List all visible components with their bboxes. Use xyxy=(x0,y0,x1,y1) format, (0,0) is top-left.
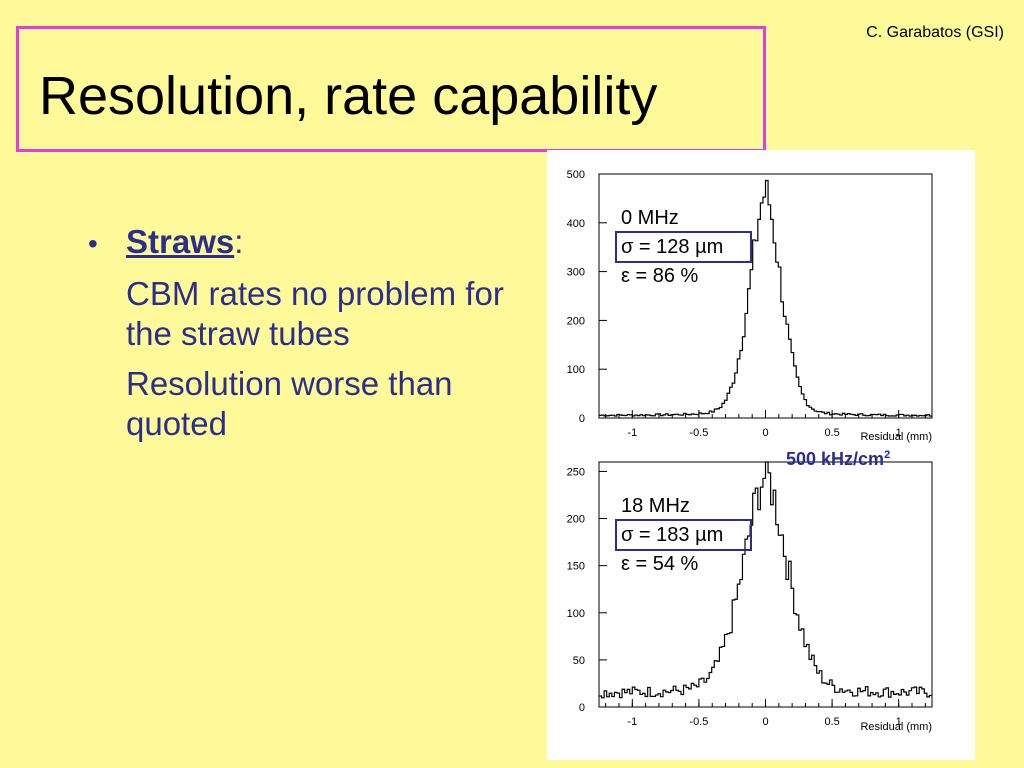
y-tick-label: 200 xyxy=(567,315,585,327)
y-tick-label: 50 xyxy=(573,655,585,667)
y-tick-label: 400 xyxy=(567,218,585,230)
x-tick-label: 0 xyxy=(762,716,768,728)
bullet-item: • Straws: xyxy=(88,222,508,264)
x-axis-label: Residual (mm) xyxy=(860,431,932,443)
sigma-highlight-box xyxy=(615,231,752,263)
histogram-line xyxy=(599,461,932,699)
x-tick-label: 1 xyxy=(896,716,902,728)
x-tick-label: 0 xyxy=(762,427,768,439)
plot-annotation: 18 MHz xyxy=(621,495,690,517)
bullet-colon: : xyxy=(234,223,244,260)
slide-title: Resolution, rate capability xyxy=(39,66,658,126)
y-tick-label: 200 xyxy=(567,514,585,526)
y-tick-label: 0 xyxy=(579,413,585,425)
plot-annotation: ε = 86 % xyxy=(621,265,699,287)
x-tick-label: -1 xyxy=(627,716,637,728)
bullet-dot: • xyxy=(88,228,98,259)
plot-annotation: σ = 183 µm xyxy=(621,524,723,546)
y-tick-label: 250 xyxy=(567,466,585,478)
sigma-highlight-box xyxy=(615,519,752,551)
title-frame: Resolution, rate capability xyxy=(16,26,766,152)
x-tick-label: -0.5 xyxy=(689,716,708,728)
x-tick-label: -0.5 xyxy=(689,427,708,439)
bullet-paragraph-1: CBM rates no problem for the straw tubes xyxy=(126,275,504,352)
y-tick-label: 100 xyxy=(567,364,585,376)
histogram-line xyxy=(599,179,932,417)
y-tick-label: 100 xyxy=(567,608,585,620)
y-tick-label: 500 xyxy=(567,169,585,181)
bullet-heading: Straws xyxy=(126,223,235,260)
y-tick-label: 150 xyxy=(567,561,585,573)
slide-author: C. Garabatos (GSI) xyxy=(866,24,1004,41)
bullet-list: • Straws: CBM rates no problem for the s… xyxy=(88,222,508,444)
plot-annotation: σ = 128 µm xyxy=(621,236,723,258)
x-tick-label: 1 xyxy=(896,427,902,439)
rate-annotation-text: 500 kHz/cm xyxy=(786,449,885,469)
x-tick-label: 0.5 xyxy=(824,427,839,439)
rate-annotation-sup: 2 xyxy=(884,449,891,461)
rate-annotation: 500 kHz/cm2 xyxy=(786,449,890,470)
x-axis-label: Residual (mm) xyxy=(860,721,932,733)
y-tick-label: 0 xyxy=(579,702,585,714)
x-tick-label: -1 xyxy=(627,427,637,439)
bullet-paragraph-2: Resolution worse than quoted xyxy=(126,365,453,442)
x-tick-label: 0.5 xyxy=(824,716,839,728)
plot-annotation: ε = 54 % xyxy=(621,553,699,575)
plot-annotation: 0 MHz xyxy=(621,207,679,229)
chart-panel: -1 -0.5 0 0.5 1 0 100 200 300 400 500 Residual (mm)… xyxy=(547,150,975,760)
y-tick-label: 300 xyxy=(567,267,585,279)
